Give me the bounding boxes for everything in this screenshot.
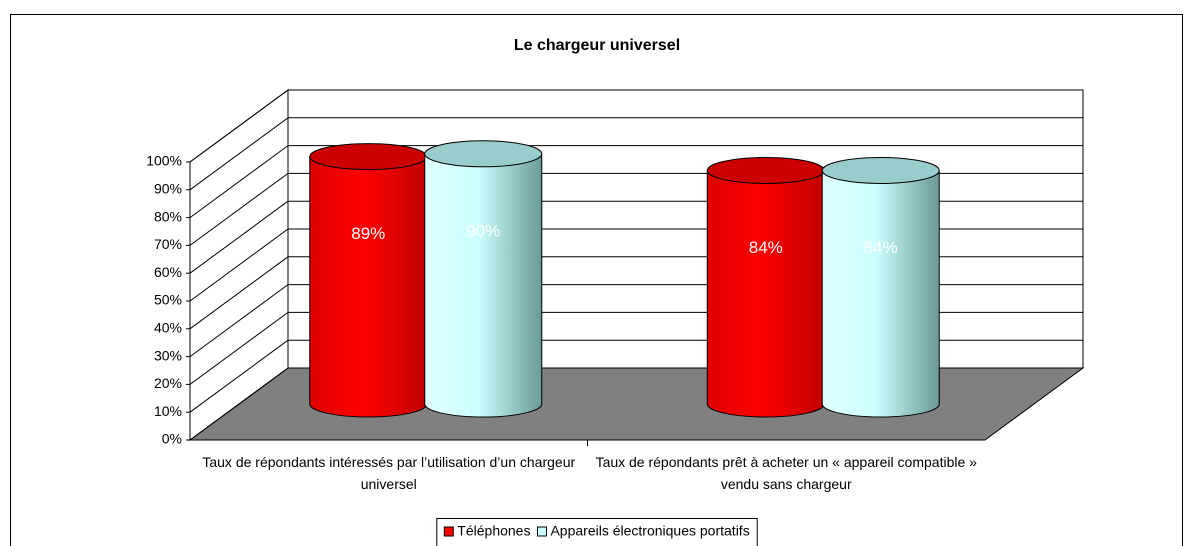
legend-swatch [443, 526, 454, 537]
value-label: 90% [466, 221, 500, 240]
bar-top [821, 156, 940, 184]
y-tick-label: 50% [154, 292, 182, 308]
legend-label: Appareils électroniques portatifs [550, 523, 749, 539]
value-label: 84% [749, 238, 783, 257]
grid-line [189, 117, 289, 191]
legend-label: Téléphones [457, 523, 530, 539]
y-tick-label: 10% [154, 403, 182, 419]
bar [424, 153, 542, 404]
grid-line [189, 89, 289, 163]
value-label: 84% [864, 238, 898, 257]
bar-top [706, 156, 825, 184]
chart-title: Le chargeur universel [514, 37, 680, 54]
x-tick-label: Taux de répondants prêt à acheter un « a… [595, 454, 977, 492]
y-tick-label: 0% [162, 431, 182, 447]
grid-line [189, 311, 289, 385]
y-tick-label: 90% [154, 181, 182, 197]
grid-line [189, 228, 289, 302]
y-tick-label: 40% [154, 320, 182, 336]
grid-line [189, 172, 289, 246]
grid-line [189, 145, 289, 219]
grid-line [189, 339, 289, 413]
legend-swatch [536, 526, 547, 537]
bar [822, 170, 940, 404]
grid-line [189, 284, 289, 358]
grid-line [189, 256, 289, 330]
value-label: 89% [351, 224, 385, 243]
bar-top [424, 140, 543, 168]
y-tick-label: 80% [154, 208, 182, 224]
legend [436, 518, 758, 546]
x-tick-label: Taux de répondants intéressés par l’util… [202, 454, 576, 492]
bar [309, 156, 427, 404]
y-tick-label: 60% [154, 264, 182, 280]
grid-line [189, 200, 289, 274]
y-tick-label: 70% [154, 236, 182, 252]
y-tick-label: 20% [154, 375, 182, 391]
y-tick-label: 30% [154, 347, 182, 363]
bar [707, 170, 825, 404]
y-tick-label: 100% [146, 153, 182, 169]
grid-line [189, 367, 289, 441]
bar-top [309, 143, 428, 171]
